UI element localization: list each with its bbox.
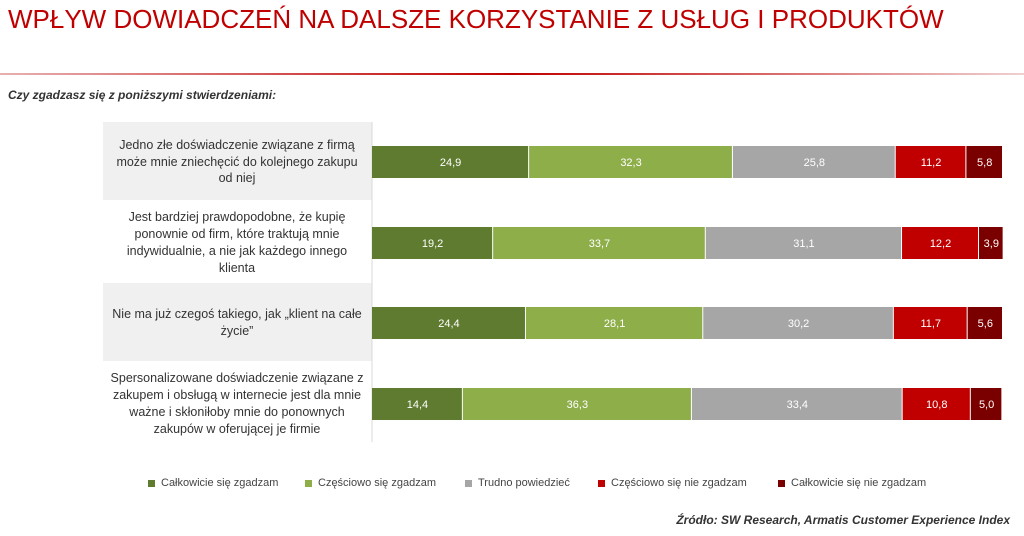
value-label: 33,7 [589, 238, 610, 250]
legend-item: Trudno powiedzieć [465, 477, 570, 489]
bar-segment [372, 388, 462, 420]
bar-segment [979, 227, 1003, 259]
value-label: 14,4 [407, 399, 428, 411]
legend-label: Całkowicie się nie zgadzam [791, 477, 927, 489]
value-label: 24,4 [438, 318, 459, 330]
legend-swatch [598, 479, 605, 487]
value-label: 10,8 [926, 399, 947, 411]
value-label: 3,9 [984, 238, 999, 250]
value-label: 11,2 [921, 157, 942, 169]
category-label: Nie ma już czegoś takiego, jak „klient n… [112, 307, 362, 338]
legend-item: Całkowicie się zgadzam [148, 477, 278, 489]
category-label: Jedno złe doświadczenie związane z firmą… [116, 137, 358, 186]
value-label: 28,1 [604, 318, 625, 330]
legend-item: Częściowo się zgadzam [305, 477, 436, 489]
value-label: 32,3 [620, 157, 641, 169]
legend-label: Trudno powiedzieć [478, 477, 570, 489]
value-label: 19,2 [422, 238, 443, 250]
row-band [103, 122, 372, 200]
source: Źródło: SW Research, Armatis Customer Ex… [676, 513, 1010, 527]
value-label: 31,1 [793, 238, 814, 250]
bar-segment [970, 388, 1002, 420]
row-band [103, 283, 372, 361]
bar-segment [372, 146, 529, 178]
value-label: 12,2 [930, 238, 951, 250]
category-label: Spersonalizowane doświadczenie związane … [110, 371, 364, 436]
bar-segment [902, 227, 979, 259]
bar-segment [966, 146, 1002, 178]
chart-title: WPŁYW DOWIADCZEŃ NA DALSZE KORZYSTANIE Z… [8, 4, 944, 34]
value-label: 30,2 [788, 318, 809, 330]
legend-label: Całkowicie się zgadzam [161, 477, 279, 489]
legend-item: Częściowo się nie zgadzam [598, 477, 747, 489]
legend-swatch [305, 479, 312, 487]
legend-label: Częściowo się nie zgadzam [611, 477, 747, 489]
subtitle: Czy zgadzasz się z poniższymi stwierdzen… [8, 88, 277, 102]
value-label: 5,6 [978, 318, 993, 330]
value-label: 5,8 [977, 157, 992, 169]
bar-segment [691, 388, 902, 420]
value-label: 24,9 [440, 157, 461, 169]
value-label: 36,3 [567, 399, 588, 411]
bar-segment [703, 307, 893, 339]
legend-swatch [148, 479, 155, 487]
legend-label: Częściowo się zgadzam [318, 477, 436, 489]
title-rule [0, 73, 1024, 75]
bar-segment [893, 307, 967, 339]
value-label: 25,8 [804, 157, 825, 169]
value-label: 33,4 [787, 399, 808, 411]
legend-swatch [465, 479, 472, 487]
category-label: Jest bardziej prawdopodobne, że kupię po… [126, 210, 348, 275]
bar-segment [372, 307, 525, 339]
value-label: 5,0 [979, 399, 994, 411]
bar-segment [529, 146, 732, 178]
bar-segment [967, 307, 1002, 339]
legend-item: Całkowicie się nie zgadzam [778, 477, 926, 489]
bar-segment [462, 388, 691, 420]
bar-segment [895, 146, 966, 178]
value-label: 11,7 [920, 318, 941, 330]
legend-swatch [778, 479, 785, 487]
bar-segment [525, 307, 703, 339]
bar-segment [902, 388, 970, 420]
bar-segment [705, 227, 902, 259]
bar-segment [732, 146, 895, 178]
bar-segment [372, 227, 493, 259]
bar-segment [493, 227, 705, 259]
